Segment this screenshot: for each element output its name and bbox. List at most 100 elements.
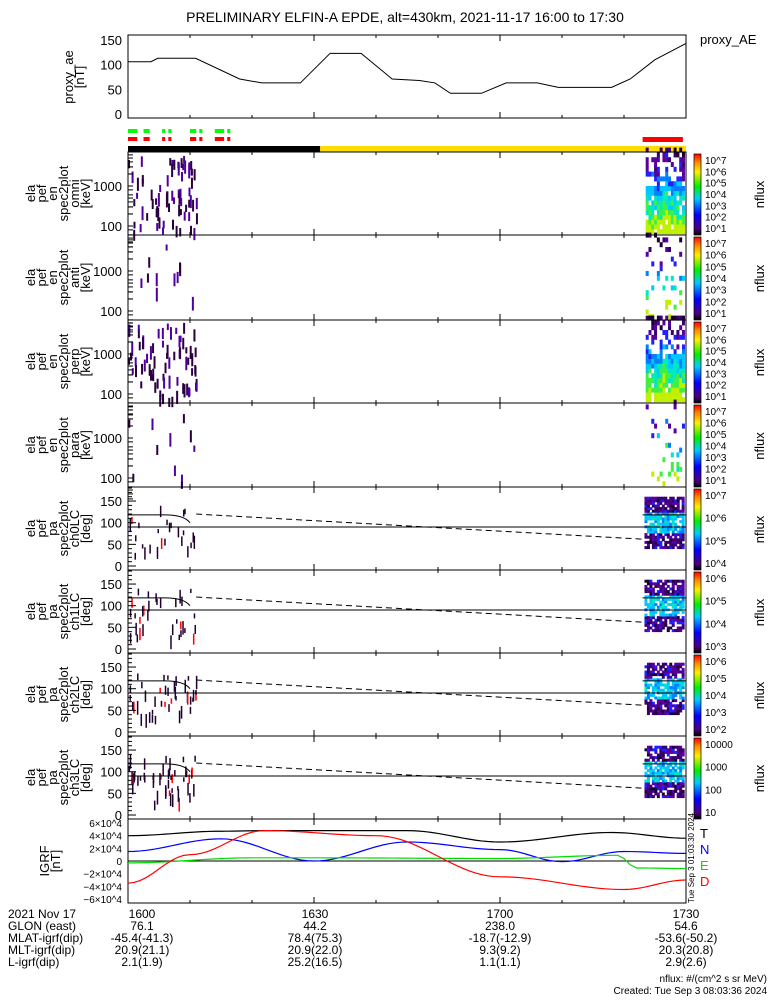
pa-pixel xyxy=(654,514,658,518)
spec-pixel xyxy=(681,387,685,393)
pa-pixel xyxy=(133,773,135,783)
pa-pixel xyxy=(661,696,665,700)
spec-pixel xyxy=(670,344,674,350)
pa-pixel xyxy=(681,748,685,752)
pa-ch1LC-cbar-label: 10^3 xyxy=(705,642,727,653)
pa-pixel xyxy=(644,600,648,604)
pa-y-label-line: pa xyxy=(45,604,60,619)
pa-y-label-line: [deg] xyxy=(78,763,93,792)
pa-pixel xyxy=(656,496,660,500)
pa-pixel xyxy=(681,789,685,793)
pa-pixel xyxy=(659,600,663,604)
pa-pixel xyxy=(659,535,663,539)
spec-pixel xyxy=(662,237,666,243)
spec-pixel xyxy=(133,199,136,207)
pa-pixel xyxy=(644,673,648,677)
spec-omni-cbar-label: 10^3 xyxy=(705,201,727,212)
pa-pixel xyxy=(679,587,683,591)
pa-pixel xyxy=(649,795,653,799)
spec-pixel xyxy=(662,214,666,220)
pa-pixel xyxy=(659,678,663,682)
pa-pixel xyxy=(644,517,648,521)
spec-y-label-line: perp xyxy=(67,348,82,374)
orbit-row-label: MLAT-igrf(dip) xyxy=(8,931,84,945)
pa-pixel xyxy=(654,704,658,708)
ae-y-label: proxy_ae[nT] xyxy=(61,50,87,103)
pa-pixel xyxy=(644,748,648,752)
spec-pixel xyxy=(679,186,683,191)
pa-pixel xyxy=(681,616,685,620)
pa-pixel xyxy=(681,590,685,594)
spec-y-label-line: ela xyxy=(23,184,38,202)
pa-pixel xyxy=(661,512,665,516)
pa-pixel xyxy=(661,530,665,534)
spec-pixel xyxy=(679,392,683,398)
spec-pixel xyxy=(662,210,666,215)
pa-pixel xyxy=(170,775,172,780)
spec-pixel xyxy=(168,203,171,213)
spec-pixel xyxy=(676,387,680,393)
orbit-cell: 25.2(16.5) xyxy=(287,955,343,969)
spec-pixel xyxy=(673,368,677,374)
spec-pixel xyxy=(679,229,683,235)
pa-pixel xyxy=(659,745,663,749)
pa-pixel xyxy=(666,512,670,516)
spec-pixel xyxy=(656,176,660,182)
pa-ch2LC-cbar-label: 10^4 xyxy=(705,691,727,702)
pa-pixel xyxy=(649,761,653,765)
pa-pixel xyxy=(679,590,683,594)
pa-pixel xyxy=(676,501,680,505)
pa-y-tick-label: 50 xyxy=(108,786,122,801)
spec-y-label-line: [keV] xyxy=(78,347,93,377)
pa-pixel xyxy=(649,709,653,713)
pa-pixel xyxy=(671,514,675,518)
pa-pixel xyxy=(656,784,660,788)
pa-pixel xyxy=(651,688,655,692)
pa-pixel xyxy=(654,499,658,503)
pa-pixel xyxy=(651,509,655,513)
pa-pixel xyxy=(659,623,663,627)
spec-pixel xyxy=(651,358,655,364)
pa-pixel xyxy=(679,520,683,524)
spec-pixel xyxy=(192,199,195,212)
pa-pixel xyxy=(651,787,655,791)
pa-pixel xyxy=(661,520,665,524)
pa-pixel xyxy=(651,496,655,500)
spec-pixel xyxy=(188,212,191,222)
spec-anti-cbar-label: 10^7 xyxy=(705,239,727,250)
pa-pixel xyxy=(651,704,655,708)
pa-pixel xyxy=(651,701,655,705)
pa-pixel xyxy=(661,662,665,666)
spec-pixel xyxy=(656,368,660,374)
pa-pixel xyxy=(659,517,663,521)
spec-pixel xyxy=(651,186,655,191)
pa-pixel xyxy=(669,543,673,547)
pa-pixel xyxy=(646,795,650,799)
pa-pixel xyxy=(649,610,653,614)
spec-pixel xyxy=(656,275,660,281)
spec-pixel xyxy=(679,368,683,374)
pa-pixel xyxy=(654,667,658,671)
pa-pixel xyxy=(644,680,648,684)
pa-pixel xyxy=(646,504,650,508)
pa-pixel xyxy=(669,678,673,682)
spec-pixel xyxy=(656,433,660,439)
pa-pixel xyxy=(129,633,132,644)
spec-pixel xyxy=(645,251,649,257)
pa-pixel xyxy=(669,546,673,550)
pa-pixel xyxy=(681,587,685,591)
spec-pixel xyxy=(659,195,663,201)
pa-pixel xyxy=(651,667,655,671)
pa-y-tick-label: 100 xyxy=(100,765,122,780)
pa-pixel xyxy=(669,662,673,666)
pa-pixel xyxy=(671,693,675,697)
spec-pixel xyxy=(665,205,669,211)
pa-pixel xyxy=(180,630,182,637)
pa-pixel xyxy=(659,530,663,534)
pa-pixel xyxy=(669,763,673,767)
spec-pixel xyxy=(166,344,169,358)
pa-pixel xyxy=(651,530,655,534)
spec-pixel xyxy=(662,481,666,487)
pa-pixel xyxy=(671,527,675,531)
spec-pixel xyxy=(654,330,658,335)
